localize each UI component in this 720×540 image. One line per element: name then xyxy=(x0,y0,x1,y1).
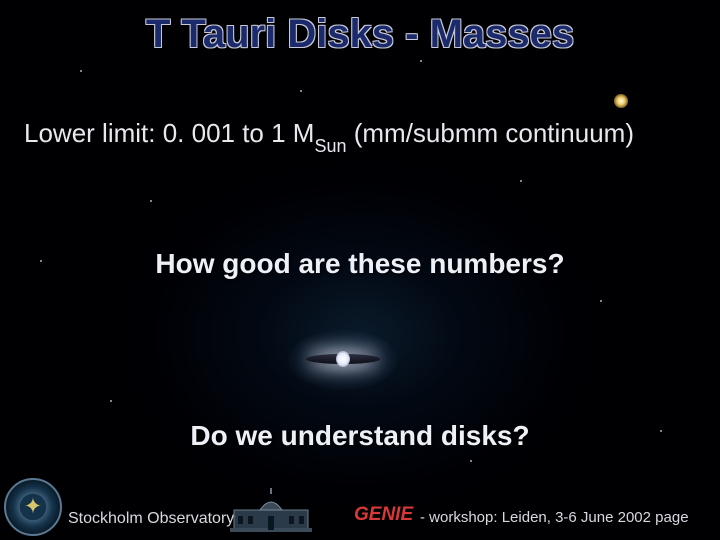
disk-core xyxy=(336,351,350,367)
genie-brand: GENIE xyxy=(354,504,413,526)
line1-suffix: (mm/submm continuum) xyxy=(347,118,635,148)
event-info: - workshop: Leiden, 3-6 June 2002 page xyxy=(420,509,689,526)
faint-star xyxy=(470,460,472,462)
faint-star xyxy=(150,200,152,202)
faint-star xyxy=(80,70,82,72)
affiliation-text: Stockholm Observatory xyxy=(68,510,234,528)
question-2: Do we understand disks? xyxy=(0,420,720,452)
faint-star xyxy=(600,300,602,302)
line1-prefix: Lower limit: 0. 001 to 1 M xyxy=(24,118,314,148)
m-sun-subscript: Sun xyxy=(314,136,346,156)
slide-title: T Tauri Disks - Masses xyxy=(0,12,720,57)
faint-star xyxy=(110,400,112,402)
event-text: workshop: Leiden, 3-6 June 2002 page xyxy=(429,509,688,526)
faint-star xyxy=(300,90,302,92)
disk-object xyxy=(288,330,398,390)
question-1: How good are these numbers? xyxy=(0,248,720,280)
lower-limit-line: Lower limit: 0. 001 to 1 MSun (mm/submm … xyxy=(24,118,634,153)
university-seal-icon: ✦ xyxy=(4,478,62,536)
footer: ✦ Stockholm Observatory GENIE - workshop… xyxy=(0,480,720,532)
bright-star xyxy=(614,94,628,108)
faint-star xyxy=(520,180,522,182)
observatory-building-icon xyxy=(228,486,314,532)
faint-star xyxy=(420,60,422,62)
slide: T Tauri Disks - Masses Lower limit: 0. 0… xyxy=(0,0,720,540)
event-prefix: - xyxy=(420,509,429,526)
